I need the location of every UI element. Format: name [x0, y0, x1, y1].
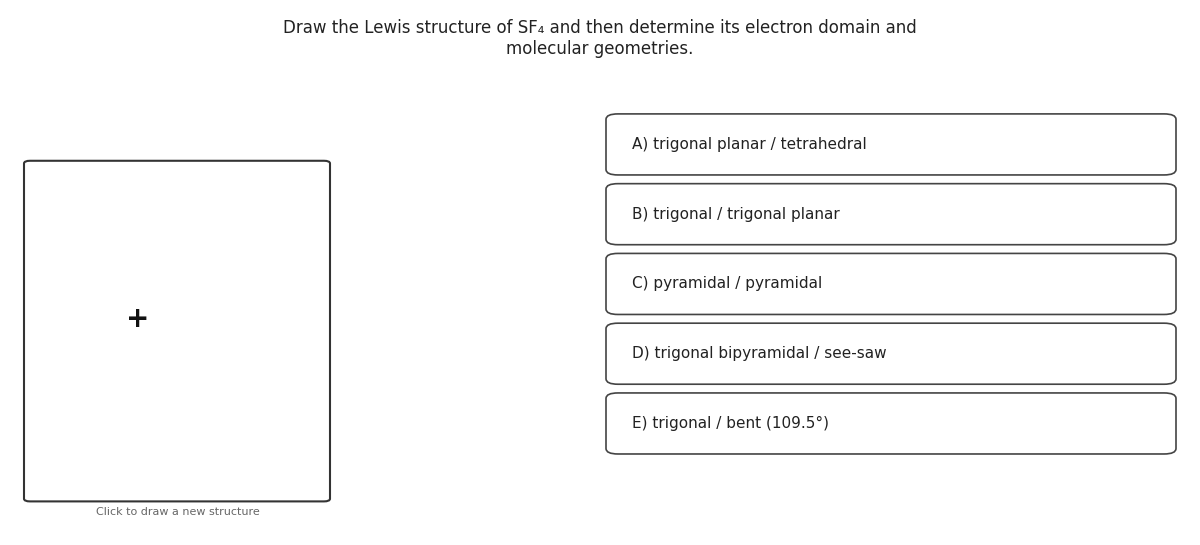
Text: D) trigonal bipyramidal / see-saw: D) trigonal bipyramidal / see-saw — [632, 346, 887, 361]
Text: E) trigonal / bent (109.5°): E) trigonal / bent (109.5°) — [632, 416, 829, 431]
FancyBboxPatch shape — [606, 323, 1176, 384]
Text: +: + — [126, 305, 150, 333]
Text: A) trigonal planar / tetrahedral: A) trigonal planar / tetrahedral — [632, 137, 868, 152]
Text: C) pyramidal / pyramidal: C) pyramidal / pyramidal — [632, 276, 823, 292]
Text: Draw the Lewis structure of SF₄ and then determine its electron domain and
molec: Draw the Lewis structure of SF₄ and then… — [283, 19, 917, 58]
FancyBboxPatch shape — [606, 184, 1176, 245]
Text: Click to draw a new structure: Click to draw a new structure — [96, 507, 259, 517]
Text: B) trigonal / trigonal planar: B) trigonal / trigonal planar — [632, 207, 840, 222]
FancyBboxPatch shape — [606, 253, 1176, 314]
FancyBboxPatch shape — [606, 393, 1176, 454]
FancyBboxPatch shape — [24, 161, 330, 501]
FancyBboxPatch shape — [606, 114, 1176, 175]
